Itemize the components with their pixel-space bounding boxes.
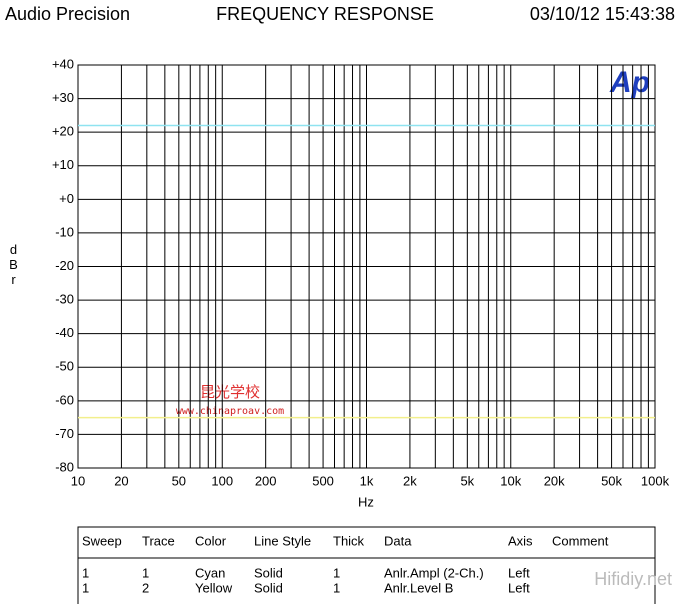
y-tick-label: -50 xyxy=(55,359,74,374)
x-tick-label: 1k xyxy=(360,473,374,488)
y-tick-label: -70 xyxy=(55,426,74,441)
table-cell: Left xyxy=(508,565,530,580)
x-tick-label: 10 xyxy=(71,473,85,488)
x-tick-label: 50k xyxy=(601,473,622,488)
watermark: www.chinaproav.com xyxy=(176,406,284,417)
brand: Audio Precision xyxy=(5,4,130,24)
x-tick-label: 200 xyxy=(255,473,277,488)
watermark: Hifidiy.net xyxy=(594,569,672,589)
table-header: Comment xyxy=(552,533,609,548)
table-cell: 1 xyxy=(82,580,89,595)
y-tick-label: +40 xyxy=(52,56,74,71)
table-cell: Anlr.Ampl (2-Ch.) xyxy=(384,565,484,580)
table-cell: 1 xyxy=(82,565,89,580)
chart-title: FREQUENCY RESPONSE xyxy=(216,4,434,24)
table-cell: Solid xyxy=(254,565,283,580)
y-tick-label: -80 xyxy=(55,459,74,474)
table-cell: Anlr.Level B xyxy=(384,580,453,595)
table-header: Sweep xyxy=(82,533,122,548)
x-tick-label: 20k xyxy=(544,473,565,488)
x-tick-label: 100 xyxy=(211,473,233,488)
y-tick-label: +0 xyxy=(59,191,74,206)
y-tick-label: +30 xyxy=(52,90,74,105)
y-tick-label: -20 xyxy=(55,258,74,273)
table-header: Thick xyxy=(333,533,365,548)
x-tick-label: 20 xyxy=(114,473,128,488)
x-tick-label: 50 xyxy=(172,473,186,488)
table-header: Line Style xyxy=(254,533,311,548)
table-header: Axis xyxy=(508,533,533,548)
table-cell: Yellow xyxy=(195,580,233,595)
table-frame xyxy=(77,526,656,604)
table-cell: Cyan xyxy=(195,565,225,580)
table-cell: 2 xyxy=(142,580,149,595)
x-tick-label: 2k xyxy=(403,473,417,488)
x-tick-label: 5k xyxy=(460,473,474,488)
table-header: Data xyxy=(384,533,412,548)
y-tick-label: -60 xyxy=(55,392,74,407)
x-axis-label: Hz xyxy=(358,494,374,509)
table-cell: Left xyxy=(508,580,530,595)
table-cell: Solid xyxy=(254,580,283,595)
table-header: Trace xyxy=(142,533,175,548)
table-header: Color xyxy=(195,533,227,548)
logo: Ap xyxy=(609,66,650,99)
y-tick-label: +20 xyxy=(52,124,74,139)
x-tick-label: 10k xyxy=(500,473,521,488)
x-tick-label: 500 xyxy=(312,473,334,488)
y-tick-label: -30 xyxy=(55,292,74,307)
y-axis-label: dBr xyxy=(6,242,21,287)
y-tick-label: -10 xyxy=(55,224,74,239)
y-tick-label: +10 xyxy=(52,157,74,172)
table-cell: 1 xyxy=(333,580,340,595)
table-cell: 1 xyxy=(333,565,340,580)
timestamp: 03/10/12 15:43:38 xyxy=(530,4,675,24)
y-tick-label: -40 xyxy=(55,325,74,340)
x-tick-label: 100k xyxy=(641,473,670,488)
watermark: 昆光学校 xyxy=(200,384,260,401)
table-cell: 1 xyxy=(142,565,149,580)
